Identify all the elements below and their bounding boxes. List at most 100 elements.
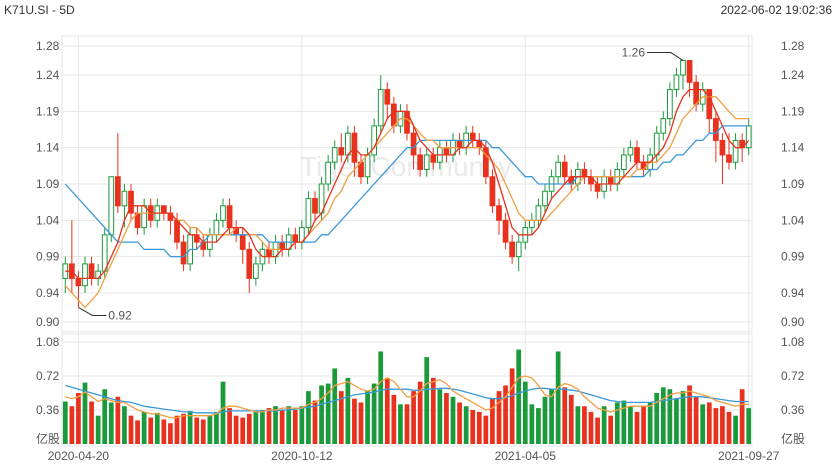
- candle-body: [160, 205, 167, 214]
- date-tick-label: 2020-10-12: [271, 449, 333, 463]
- price-tick-label-right: 1.24: [781, 68, 805, 82]
- candle-body: [344, 132, 351, 156]
- candle-body: [252, 263, 259, 279]
- volume-bar: [739, 389, 745, 444]
- volume-bar: [621, 400, 627, 444]
- volume-bar: [148, 417, 154, 444]
- volume-bar: [95, 415, 101, 444]
- volume-tick-label-left: 1.08: [36, 335, 60, 349]
- volume-tick-label-left: 0.72: [36, 369, 60, 383]
- volume-panel-frame: [61, 333, 753, 447]
- candle-body: [75, 277, 82, 287]
- volume-bars: [62, 349, 752, 444]
- volume-bar: [693, 396, 699, 444]
- volume-bar: [706, 402, 712, 444]
- candle-body: [666, 89, 673, 120]
- volume-bar: [141, 411, 147, 444]
- volume-bar: [660, 387, 666, 444]
- volume-unit-left: 亿股: [36, 431, 60, 446]
- volume-bar: [154, 412, 160, 444]
- volume-bar: [306, 391, 311, 444]
- volume-bar: [522, 381, 528, 444]
- volume-bar: [115, 396, 121, 444]
- volume-bar: [555, 351, 561, 444]
- candle-body: [469, 132, 476, 141]
- volume-bar: [746, 408, 752, 444]
- candle-body: [325, 161, 332, 185]
- volume-bar: [444, 393, 449, 444]
- volume-bar: [575, 406, 581, 444]
- volume-bar: [634, 411, 640, 444]
- candle-body: [239, 234, 246, 250]
- volume-bar: [503, 385, 508, 444]
- price-tick-label-right: 1.28: [781, 39, 805, 53]
- volume-bar: [654, 393, 660, 444]
- candle-body: [627, 147, 634, 156]
- candle-body: [706, 89, 713, 120]
- candle-body: [279, 241, 286, 250]
- price-ma-lines: [64, 88, 750, 309]
- high-annotation-label: 1.26: [622, 46, 646, 60]
- price-tick-label-left: 1.19: [36, 104, 60, 118]
- candle-body: [108, 176, 115, 236]
- candle-body: [555, 161, 562, 178]
- volume-ma-short-line: [65, 375, 749, 419]
- candle-body: [620, 154, 627, 170]
- price-tick-label-right: 1.04: [781, 213, 805, 227]
- volume-bar: [628, 406, 633, 444]
- candle-body: [331, 147, 338, 163]
- volume-bar: [562, 387, 568, 444]
- volume-bar: [595, 417, 600, 444]
- candle-body: [693, 81, 700, 105]
- volume-bar: [430, 377, 436, 444]
- volume-bar: [687, 385, 692, 444]
- candle-body: [410, 132, 417, 156]
- low-annotation-leader: [78, 307, 107, 316]
- volume-bar: [108, 402, 114, 444]
- candle-body: [174, 219, 180, 243]
- volume-bar: [614, 402, 620, 444]
- annotations: 1.26 0.92: [78, 46, 684, 322]
- volume-bar: [516, 349, 522, 444]
- volume-bar: [233, 415, 239, 444]
- volume-bar: [69, 406, 75, 444]
- candle-body: [726, 154, 732, 163]
- candle-body: [535, 205, 542, 221]
- volume-bar: [536, 408, 541, 444]
- price-tick-label-left: 0.99: [36, 250, 60, 264]
- price-tick-label-right: 0.94: [781, 286, 805, 300]
- volume-bar: [102, 389, 108, 444]
- volume-bar: [470, 410, 476, 444]
- volume-bar: [568, 394, 574, 444]
- volume-bar: [122, 406, 127, 444]
- candle-body: [121, 190, 128, 207]
- volume-bar: [457, 402, 462, 444]
- price-tick-label-left: 1.09: [36, 177, 60, 191]
- volume-bar: [463, 406, 469, 444]
- candle-body: [384, 89, 391, 105]
- volume-bar: [279, 410, 285, 444]
- volume-ma-long-line: [65, 384, 749, 414]
- candle-body: [305, 198, 312, 229]
- volume-bar: [601, 406, 607, 444]
- volume-bar: [641, 406, 646, 444]
- candle-body: [594, 183, 601, 192]
- candle-body: [732, 139, 739, 163]
- volume-bar: [713, 408, 719, 444]
- volume-bar: [82, 382, 88, 444]
- volume-bar: [253, 411, 259, 444]
- candle-body: [417, 154, 424, 170]
- price-tick-label-right: 0.90: [781, 315, 805, 329]
- volume-bar: [76, 393, 81, 444]
- volume-bar: [220, 381, 226, 444]
- high-annotation-leader: [647, 52, 684, 61]
- candle-body: [634, 147, 640, 163]
- volume-bar: [135, 420, 140, 444]
- volume-bar: [174, 415, 180, 444]
- volume-bar: [168, 423, 173, 444]
- volume-bar: [483, 415, 489, 444]
- volume-bar: [319, 385, 324, 444]
- timestamp: 2022-06-02 19:02:36: [720, 3, 832, 17]
- volume-bar: [680, 391, 686, 444]
